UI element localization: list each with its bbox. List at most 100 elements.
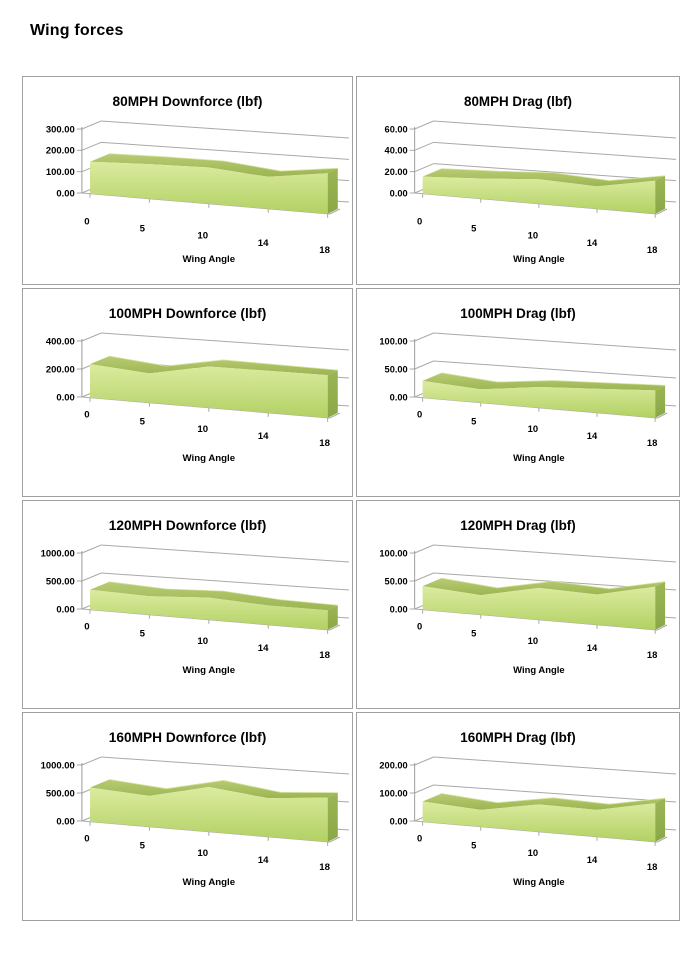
y-tick-label: 100.00 — [379, 788, 407, 798]
x-axis-title: Wing Angle — [183, 665, 236, 676]
x-tick-label: 10 — [528, 231, 539, 242]
area-series — [422, 793, 666, 842]
y-tick-label: 0.00 — [56, 188, 74, 198]
chart-120mph-drag-lbf[interactable]: 120MPH Drag (lbf) 0.00 50.00 100.00 0 5 10 14 18… — [356, 500, 680, 709]
x-axis-title: Wing Angle — [513, 877, 564, 888]
x-tick-label: 5 — [140, 841, 146, 852]
x-tick-label: 0 — [84, 622, 89, 633]
x-tick-label: 5 — [471, 629, 476, 640]
x-tick-label: 0 — [84, 410, 89, 421]
y-tick-label: 0.00 — [390, 392, 408, 402]
y-tick-label: 100.00 — [379, 336, 407, 346]
chart-title: 120MPH Drag (lbf) — [460, 518, 575, 533]
y-tick-label: 0.00 — [390, 604, 408, 614]
y-tick-label: 60.00 — [385, 124, 408, 134]
x-tick-label: 14 — [258, 643, 269, 654]
area-series — [422, 372, 666, 418]
x-tick-label: 18 — [647, 245, 658, 256]
100mph-drag-lbf-svg: 100MPH Drag (lbf) 0.00 50.00 100.00 0 5 10 14 18… — [379, 306, 677, 464]
x-tick-label: 10 — [528, 848, 539, 859]
y-tick-label: 0.00 — [56, 392, 74, 402]
y-tick-label: 1000.00 — [41, 548, 75, 558]
chart-title: 100MPH Downforce (lbf) — [109, 306, 267, 321]
x-axis-title: Wing Angle — [513, 665, 564, 676]
y-tick-label: 0.00 — [56, 816, 74, 826]
area-series — [90, 581, 338, 630]
chart-160mph-drag-lbf[interactable]: 160MPH Drag (lbf) 0.00 100.00 200.00 0 5 10 14 1… — [356, 712, 680, 921]
x-tick-label: 18 — [319, 862, 330, 873]
x-tick-label: 5 — [140, 629, 146, 640]
x-tick-label: 5 — [471, 841, 476, 852]
y-tick-label: 100.00 — [379, 548, 407, 558]
chart-160mph-downforce-lbf[interactable]: 160MPH Downforce (lbf) 0.00 500.00 1000.00 0… — [22, 712, 353, 921]
y-tick-label: 0.00 — [390, 188, 408, 198]
x-axis-title: Wing Angle — [183, 453, 236, 464]
chart-80mph-drag-lbf[interactable]: 80MPH Drag (lbf) 0.00 20.00 40.00 60.00 0 5 10 1… — [356, 76, 680, 285]
x-tick-label: 18 — [647, 438, 658, 449]
chart-100mph-downforce-lbf[interactable]: 100MPH Downforce (lbf) 0.00 200.00 400.00 0 5… — [22, 288, 353, 497]
x-axis-title: Wing Angle — [513, 453, 564, 464]
120mph-downforce-lbf-svg: 120MPH Downforce (lbf) 0.00 500.00 1000.00 0… — [41, 518, 349, 676]
x-tick-label: 5 — [471, 224, 476, 235]
x-tick-label: 10 — [197, 424, 208, 435]
x-tick-label: 5 — [471, 417, 476, 428]
y-tick-label: 200.00 — [46, 364, 75, 374]
y-tick-label: 40.00 — [385, 146, 408, 156]
area-series — [90, 355, 338, 418]
80mph-drag-lbf-svg: 80MPH Drag (lbf) 0.00 20.00 40.00 60.00 0 5 10 1… — [385, 94, 677, 265]
x-tick-label: 10 — [197, 848, 208, 859]
y-tick-label: 400.00 — [46, 336, 75, 346]
area-series — [90, 153, 338, 214]
x-tick-label: 10 — [197, 636, 208, 647]
y-tick-label: 100.00 — [46, 167, 75, 177]
chart-title: 160MPH Downforce (lbf) — [109, 730, 267, 745]
120mph-drag-lbf-svg: 120MPH Drag (lbf) 0.00 50.00 100.00 0 5 10 14 18… — [379, 518, 677, 676]
160mph-drag-lbf-svg: 160MPH Drag (lbf) 0.00 100.00 200.00 0 5 10 14 1… — [379, 730, 677, 888]
160mph-downforce-lbf-svg: 160MPH Downforce (lbf) 0.00 500.00 1000.00 0… — [41, 730, 349, 888]
area-series — [422, 577, 666, 630]
x-tick-label: 5 — [140, 417, 146, 428]
y-tick-label: 200.00 — [46, 146, 75, 156]
x-tick-label: 10 — [197, 231, 208, 242]
y-tick-label: 0.00 — [390, 816, 408, 826]
x-tick-label: 18 — [647, 650, 658, 661]
chart-title: 160MPH Drag (lbf) — [460, 730, 575, 745]
area-series — [422, 168, 666, 214]
x-tick-label: 14 — [258, 431, 269, 442]
x-tick-label: 0 — [417, 410, 422, 421]
80mph-downforce-lbf-svg: 80MPH Downforce (lbf) 0.00 100.00 200.00 300… — [46, 94, 349, 265]
area-series — [90, 779, 338, 842]
chart-120mph-downforce-lbf[interactable]: 120MPH Downforce (lbf) 0.00 500.00 1000.00 0… — [22, 500, 353, 709]
x-tick-label: 18 — [319, 438, 330, 449]
x-tick-label: 18 — [647, 862, 658, 873]
x-tick-label: 0 — [417, 622, 422, 633]
chart-100mph-drag-lbf[interactable]: 100MPH Drag (lbf) 0.00 50.00 100.00 0 5 10 14 18… — [356, 288, 680, 497]
x-tick-label: 0 — [84, 834, 89, 845]
chart-title: 80MPH Drag (lbf) — [464, 94, 572, 109]
charts-grid: 80MPH Downforce (lbf) 0.00 100.00 200.00 300… — [22, 76, 680, 921]
x-tick-label: 14 — [587, 238, 598, 249]
x-tick-label: 18 — [319, 245, 330, 256]
chart-title: 100MPH Drag (lbf) — [460, 306, 575, 321]
y-tick-label: 50.00 — [385, 364, 408, 374]
chart-title: 120MPH Downforce (lbf) — [109, 518, 267, 533]
y-tick-label: 300.00 — [46, 124, 75, 134]
x-tick-label: 10 — [528, 424, 539, 435]
x-tick-label: 14 — [587, 855, 598, 866]
x-tick-label: 14 — [258, 855, 269, 866]
y-tick-label: 50.00 — [385, 576, 408, 586]
x-tick-label: 0 — [417, 834, 422, 845]
x-axis-title: Wing Angle — [513, 254, 564, 265]
x-tick-label: 0 — [417, 217, 422, 228]
chart-80mph-downforce-lbf[interactable]: 80MPH Downforce (lbf) 0.00 100.00 200.00 300… — [22, 76, 353, 285]
y-tick-label: 1000.00 — [41, 760, 75, 770]
y-tick-label: 500.00 — [46, 788, 75, 798]
x-tick-label: 0 — [84, 217, 89, 228]
x-tick-label: 14 — [587, 643, 598, 654]
100mph-downforce-lbf-svg: 100MPH Downforce (lbf) 0.00 200.00 400.00 0 5… — [46, 306, 349, 464]
x-axis-title: Wing Angle — [183, 254, 236, 265]
page-title: Wing forces — [30, 22, 124, 39]
y-tick-label: 20.00 — [385, 167, 408, 177]
x-tick-label: 10 — [528, 636, 539, 647]
x-tick-label: 18 — [319, 650, 330, 661]
